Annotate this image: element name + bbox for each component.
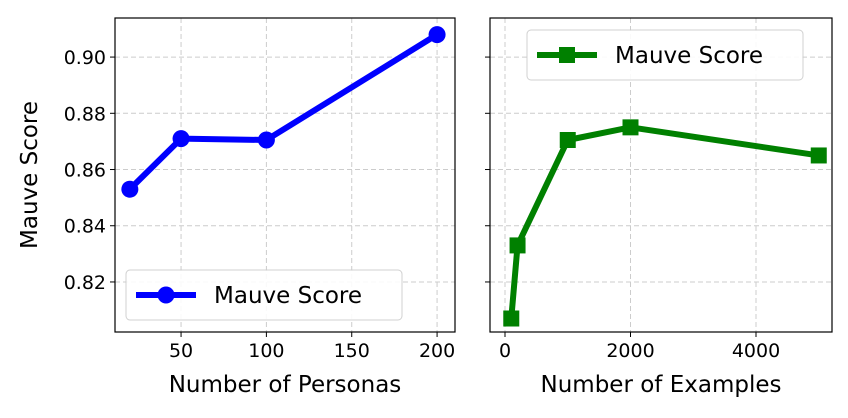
x-tick-label: 150 xyxy=(334,340,370,362)
marker xyxy=(559,132,576,149)
x-axis-label: Number of Examples xyxy=(541,372,782,398)
marker xyxy=(428,26,446,44)
y-axis-label: Mauve Score xyxy=(17,101,43,249)
y-tick-label: 0.90 xyxy=(64,47,106,69)
marker xyxy=(121,180,139,198)
y-tick-label: 0.84 xyxy=(64,216,106,238)
x-tick-label: 2000 xyxy=(606,340,654,362)
y-tick-label: 0.88 xyxy=(64,103,106,125)
marker xyxy=(503,310,520,327)
y-tick-label: 0.86 xyxy=(64,160,106,182)
marker xyxy=(810,147,827,164)
plot-frame xyxy=(489,17,833,333)
x-tick-label: 50 xyxy=(169,340,193,362)
data-line xyxy=(127,32,439,192)
marker xyxy=(622,119,639,136)
legend-box xyxy=(125,269,403,321)
y-tick-label: 0.82 xyxy=(64,272,106,294)
legend-box xyxy=(526,29,804,81)
marker xyxy=(257,131,275,149)
data-line xyxy=(508,124,820,319)
x-tick-label: 200 xyxy=(419,340,455,362)
legend-label: Mauve Score xyxy=(214,283,362,309)
plot-frame xyxy=(114,17,456,333)
marker xyxy=(172,130,190,148)
marker xyxy=(509,237,526,254)
marker xyxy=(157,286,175,304)
legend-label: Mauve Score xyxy=(615,43,763,69)
x-tick-label: 4000 xyxy=(732,340,780,362)
x-tick-label: 100 xyxy=(248,340,284,362)
x-axis-label: Number of Personas xyxy=(169,372,402,398)
marker xyxy=(559,47,575,63)
x-tick-label: 0 xyxy=(499,340,511,362)
